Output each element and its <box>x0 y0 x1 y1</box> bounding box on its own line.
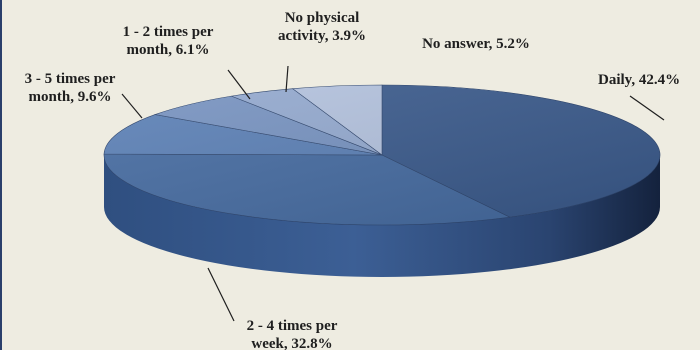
leader-line-no-physical-activity <box>285 65 289 93</box>
label-2-4-times-per-week: 2 - 4 times per week, 32.8% <box>247 318 338 350</box>
label-2-4-times-per-week-line: week, 32.8% <box>251 336 332 350</box>
pie-side-walls <box>104 155 660 277</box>
leader-line-1-2-times-per-month <box>227 69 251 100</box>
label-no-physical-activity-line: No physical <box>285 10 360 26</box>
label-2-4-times-per-week-line: 2 - 4 times per <box>247 318 338 334</box>
label-no-answer-line: No answer, 5.2% <box>422 36 530 52</box>
label-no-answer: No answer, 5.2% <box>422 36 530 52</box>
label-3-5-times-per-month: 3 - 5 times per month, 9.6% <box>25 71 116 105</box>
pie-top-shade <box>104 85 660 225</box>
label-3-5-times-per-month-line: 3 - 5 times per <box>25 71 116 87</box>
label-1-2-times-per-month-line: month, 6.1% <box>127 42 210 58</box>
leader-line-2-4-times-per-week <box>207 267 235 322</box>
label-1-2-times-per-month-line: 1 - 2 times per <box>123 24 214 40</box>
label-1-2-times-per-month: 1 - 2 times per month, 6.1% <box>123 24 214 58</box>
slice-labels: Daily, 42.4% 2 - 4 times per week, 32.8% 3 … <box>25 10 681 350</box>
label-daily: Daily, 42.4% <box>598 72 680 88</box>
leader-line-3-5-times-per-month <box>121 93 143 119</box>
leader-line-daily <box>629 95 665 121</box>
label-3-5-times-per-month-line: month, 9.6% <box>29 89 112 105</box>
pie-top-faces <box>103 84 661 226</box>
label-no-physical-activity: No physical activity, 3.9% <box>278 10 366 44</box>
label-daily-line: Daily, 42.4% <box>598 72 680 88</box>
pie-side-wall <box>104 155 660 277</box>
leader-lines <box>121 65 665 322</box>
label-no-physical-activity-line: activity, 3.9% <box>278 28 366 44</box>
